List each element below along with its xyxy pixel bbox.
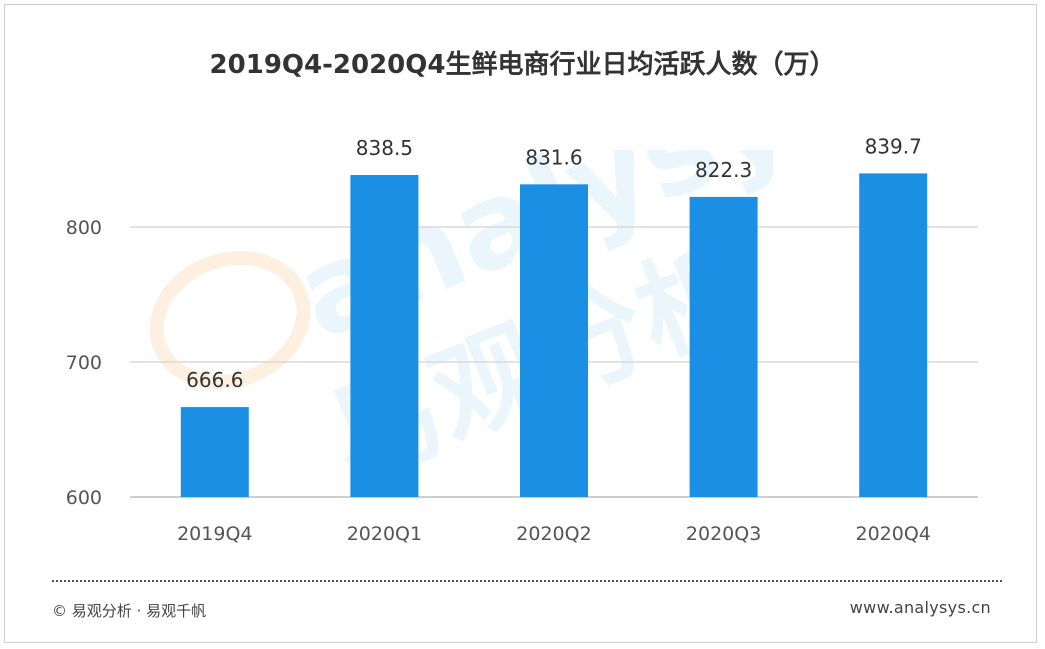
bars: [180, 173, 928, 497]
value-label-2020Q4: 839.7: [865, 134, 922, 158]
value-labels: 666.6 838.5 831.6 822.3 839.7: [186, 134, 922, 392]
y-tick-label: 800: [66, 217, 102, 239]
footer-website: www.analysys.cn: [849, 598, 991, 617]
bar-2020Q3: [689, 196, 758, 497]
x-tick-label-2020Q1: 2020Q1: [347, 523, 422, 545]
chart-title: 2019Q4-2020Q4生鲜电商行业日均活跃人数（万）: [209, 50, 836, 80]
value-label-2020Q3: 822.3: [695, 158, 752, 182]
bar-2020Q4: [859, 173, 928, 497]
value-label-2019Q4: 666.6: [186, 368, 243, 392]
x-tick-label-2020Q4: 2020Q4: [855, 523, 930, 545]
y-tick-label: 600: [66, 487, 102, 509]
bar-2020Q2: [520, 184, 588, 497]
x-tick-label-2020Q2: 2020Q2: [516, 523, 591, 545]
footer-divider: [52, 580, 1002, 582]
footer-copyright: © 易观分析 · 易观千帆: [52, 602, 207, 620]
value-label-2020Q2: 831.6: [525, 145, 582, 169]
x-tick-label-2019Q4: 2019Q4: [177, 523, 252, 545]
y-axis-ticks: 600 700 800: [66, 217, 102, 509]
x-axis-ticks: 2019Q4 2020Q1 2020Q2 2020Q3 2020Q4: [177, 523, 931, 545]
y-tick-label: 700: [66, 352, 102, 374]
x-tick-label-2020Q3: 2020Q3: [686, 523, 761, 545]
bar-2020Q1: [350, 175, 419, 497]
value-label-2020Q1: 838.5: [356, 136, 413, 160]
bar-2019Q4: [180, 407, 249, 497]
